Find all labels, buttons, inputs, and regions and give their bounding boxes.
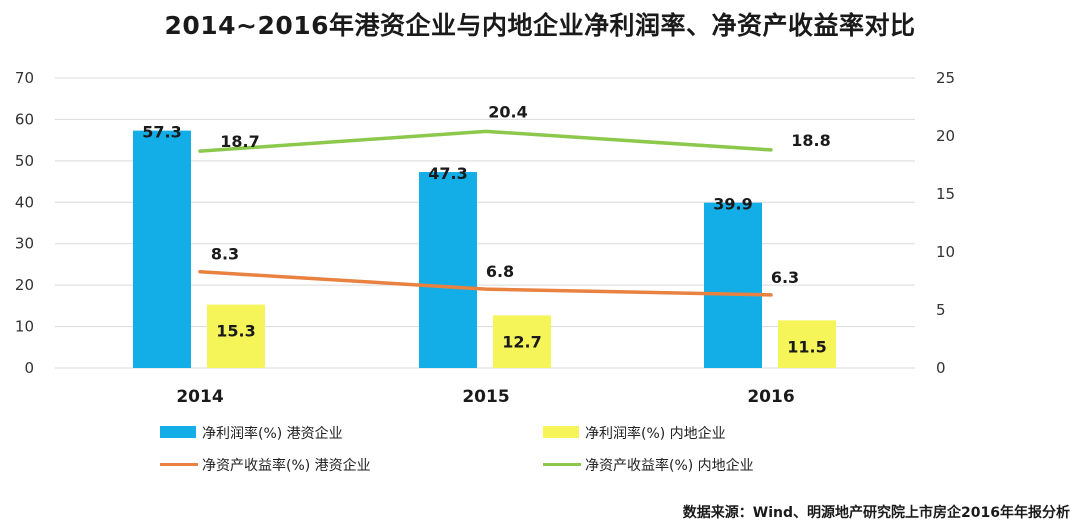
legend-swatch — [543, 426, 579, 438]
legend-label: 净资产收益率(%) 港资企业 — [202, 458, 371, 474]
line-data-label: 8.3 — [211, 245, 239, 264]
legend-label: 净利润率(%) 港资企业 — [202, 426, 343, 442]
legend-item: 净利润率(%) 港资企业 — [160, 423, 460, 443]
y-tick-label-left: 50 — [15, 152, 34, 170]
legend-label: 净资产收益率(%) 内地企业 — [585, 458, 754, 474]
bar — [133, 130, 191, 368]
x-tick-label: 2015 — [462, 387, 509, 407]
bar — [704, 202, 762, 368]
bar-data-label: 39.9 — [713, 195, 752, 214]
bar-data-label: 47.3 — [428, 164, 467, 183]
bar-data-label: 57.3 — [142, 123, 181, 142]
y-tick-label-right: 5 — [936, 301, 946, 319]
line-data-label: 20.4 — [488, 102, 527, 121]
y-tick-label-right: 25 — [936, 69, 955, 87]
legend-swatch — [160, 426, 196, 438]
legend-item: 净资产收益率(%) 内地企业 — [543, 455, 843, 475]
line-data-label: 18.8 — [791, 131, 830, 150]
x-tick-label: 2014 — [176, 387, 223, 407]
legend-item: 净资产收益率(%) 港资企业 — [160, 455, 460, 475]
y-tick-label-left: 60 — [15, 110, 34, 128]
bar-data-label: 15.3 — [216, 322, 255, 341]
y-tick-label-right: 10 — [936, 243, 955, 261]
y-tick-label-left: 30 — [15, 235, 34, 253]
bar-data-label: 12.7 — [502, 332, 541, 351]
series-line — [198, 129, 773, 153]
y-tick-label-left: 0 — [24, 359, 34, 377]
series-line — [198, 269, 773, 297]
line-data-label: 6.3 — [771, 268, 799, 287]
bar — [207, 304, 265, 368]
legend-swatch — [160, 463, 198, 466]
y-tick-label-right: 0 — [936, 359, 946, 377]
y-tick-label-right: 15 — [936, 185, 955, 203]
legend-label: 净利润率(%) 内地企业 — [585, 426, 726, 442]
legend-item: 净利润率(%) 内地企业 — [543, 423, 843, 443]
chart-title: 2014~2016年港资企业与内地企业净利润率、净资产收益率对比 — [164, 11, 916, 40]
y-tick-label-right: 20 — [936, 127, 955, 145]
y-tick-label-left: 10 — [15, 318, 34, 336]
bar — [419, 172, 477, 368]
y-tick-label-left: 40 — [15, 193, 34, 211]
line-data-label: 18.7 — [220, 132, 259, 151]
legend-swatch — [543, 463, 581, 466]
bar-data-label: 11.5 — [787, 337, 826, 356]
x-tick-label: 2016 — [747, 387, 794, 407]
line-data-label: 6.8 — [486, 262, 514, 281]
y-tick-label-left: 70 — [15, 69, 34, 87]
bar — [493, 315, 551, 368]
bar — [778, 320, 836, 368]
y-tick-label-left: 20 — [15, 276, 34, 294]
data-source-note: 数据来源：Wind、明源地产研究院上市房企2016年年报分析 — [682, 505, 1070, 521]
